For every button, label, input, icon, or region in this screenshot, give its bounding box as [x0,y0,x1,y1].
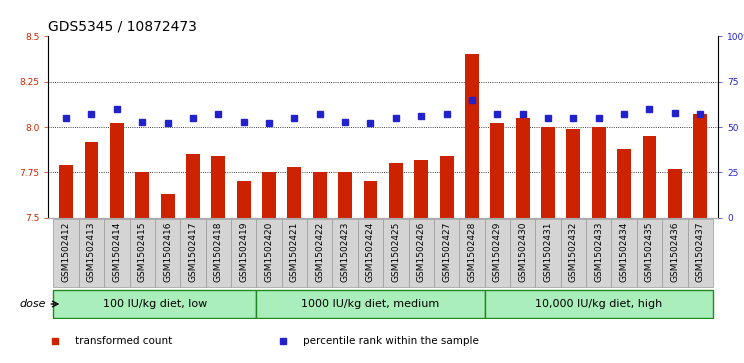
Bar [693,114,708,218]
Bar [161,194,175,218]
Bar [59,165,73,218]
Text: GSM1502424: GSM1502424 [366,221,375,282]
FancyBboxPatch shape [459,219,484,287]
FancyBboxPatch shape [637,219,662,287]
Bar [516,118,530,218]
Bar [110,123,124,218]
Text: GSM1502434: GSM1502434 [620,221,629,282]
Bar [643,136,656,218]
FancyBboxPatch shape [129,219,155,287]
Bar [566,129,580,218]
Text: GSM1502414: GSM1502414 [112,221,121,282]
Text: GSM1502420: GSM1502420 [265,221,274,282]
Text: GSM1502433: GSM1502433 [594,221,603,282]
Bar [85,142,98,218]
FancyBboxPatch shape [687,219,713,287]
Text: percentile rank within the sample: percentile rank within the sample [303,336,478,346]
FancyBboxPatch shape [155,219,180,287]
Text: GSM1502416: GSM1502416 [163,221,172,282]
Text: GSM1502427: GSM1502427 [442,221,451,282]
Text: GSM1502437: GSM1502437 [696,221,705,282]
Text: GSM1502421: GSM1502421 [290,221,299,282]
Text: GSM1502428: GSM1502428 [467,221,476,282]
FancyBboxPatch shape [79,219,104,287]
Bar [668,169,682,218]
FancyBboxPatch shape [536,219,561,287]
FancyBboxPatch shape [358,219,383,287]
Text: GSM1502436: GSM1502436 [670,221,679,282]
FancyBboxPatch shape [662,219,687,287]
FancyBboxPatch shape [383,219,408,287]
Bar [414,160,429,218]
Text: GSM1502426: GSM1502426 [417,221,426,282]
Bar [389,163,403,218]
Bar [135,172,150,218]
Text: GSM1502417: GSM1502417 [188,221,197,282]
Text: GSM1502419: GSM1502419 [239,221,248,282]
Text: GSM1502430: GSM1502430 [518,221,527,282]
FancyBboxPatch shape [510,219,536,287]
FancyBboxPatch shape [333,219,358,287]
Bar [287,167,301,218]
Text: GSM1502413: GSM1502413 [87,221,96,282]
FancyBboxPatch shape [104,219,129,287]
Bar [211,156,225,218]
Bar [440,156,454,218]
Bar [490,123,504,218]
FancyBboxPatch shape [434,219,459,287]
FancyBboxPatch shape [408,219,434,287]
FancyBboxPatch shape [54,219,79,287]
Bar [312,172,327,218]
Text: 100 IU/kg diet, low: 100 IU/kg diet, low [103,299,207,309]
Text: GDS5345 / 10872473: GDS5345 / 10872473 [48,20,197,34]
FancyBboxPatch shape [231,219,257,287]
Text: GSM1502429: GSM1502429 [493,221,501,282]
FancyBboxPatch shape [180,219,205,287]
Text: transformed count: transformed count [75,336,173,346]
FancyBboxPatch shape [257,219,282,287]
FancyBboxPatch shape [282,219,307,287]
Text: GSM1502422: GSM1502422 [315,221,324,282]
Bar [465,54,479,218]
Text: GSM1502435: GSM1502435 [645,221,654,282]
Text: GSM1502431: GSM1502431 [544,221,553,282]
FancyBboxPatch shape [484,290,713,318]
FancyBboxPatch shape [612,219,637,287]
Text: GSM1502418: GSM1502418 [214,221,222,282]
FancyBboxPatch shape [561,219,586,287]
Bar [262,172,276,218]
Bar [617,149,631,218]
FancyBboxPatch shape [54,290,257,318]
Bar [186,154,200,218]
Text: GSM1502423: GSM1502423 [341,221,350,282]
FancyBboxPatch shape [205,219,231,287]
Text: GSM1502425: GSM1502425 [391,221,400,282]
Bar [591,127,606,218]
Bar [338,172,352,218]
FancyBboxPatch shape [586,219,612,287]
Bar [364,182,377,218]
Text: 10,000 IU/kg diet, high: 10,000 IU/kg diet, high [535,299,662,309]
FancyBboxPatch shape [257,290,484,318]
Bar [541,127,555,218]
Text: 1000 IU/kg diet, medium: 1000 IU/kg diet, medium [301,299,440,309]
Text: GSM1502415: GSM1502415 [138,221,147,282]
Text: dose: dose [19,299,46,309]
Bar [237,182,251,218]
FancyBboxPatch shape [484,219,510,287]
Text: GSM1502432: GSM1502432 [569,221,578,282]
FancyBboxPatch shape [307,219,333,287]
Text: GSM1502412: GSM1502412 [62,221,71,282]
